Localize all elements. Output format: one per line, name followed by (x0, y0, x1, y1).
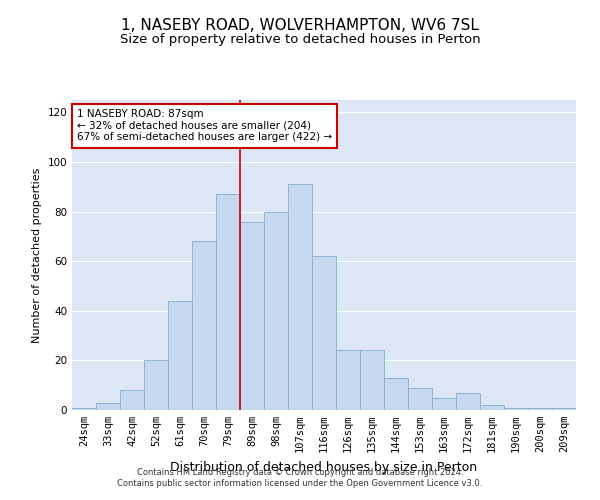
Bar (432, 398, 456, 410)
Bar (240, 222, 264, 410)
Bar (552, 408, 576, 410)
Bar (120, 390, 144, 410)
Bar (360, 350, 384, 410)
Text: 1 NASEBY ROAD: 87sqm
← 32% of detached houses are smaller (204)
67% of semi-deta: 1 NASEBY ROAD: 87sqm ← 32% of detached h… (77, 110, 332, 142)
Bar (192, 242, 216, 410)
Y-axis label: Number of detached properties: Number of detached properties (32, 168, 42, 342)
Bar (456, 392, 480, 410)
Bar (336, 350, 360, 410)
Text: 1, NASEBY ROAD, WOLVERHAMPTON, WV6 7SL: 1, NASEBY ROAD, WOLVERHAMPTON, WV6 7SL (121, 18, 479, 32)
Text: Size of property relative to detached houses in Perton: Size of property relative to detached ho… (119, 32, 481, 46)
Bar (144, 360, 168, 410)
Text: Contains HM Land Registry data © Crown copyright and database right 2024.
Contai: Contains HM Land Registry data © Crown c… (118, 468, 482, 487)
Bar (480, 405, 504, 410)
Bar (288, 184, 312, 410)
Bar (96, 402, 120, 410)
Bar (384, 378, 408, 410)
Bar (216, 194, 240, 410)
Bar (408, 388, 432, 410)
X-axis label: Distribution of detached houses by size in Perton: Distribution of detached houses by size … (170, 460, 478, 473)
Bar (264, 212, 288, 410)
Bar (504, 408, 528, 410)
Bar (312, 256, 336, 410)
Bar (528, 408, 552, 410)
Bar (72, 408, 96, 410)
Bar (168, 301, 192, 410)
